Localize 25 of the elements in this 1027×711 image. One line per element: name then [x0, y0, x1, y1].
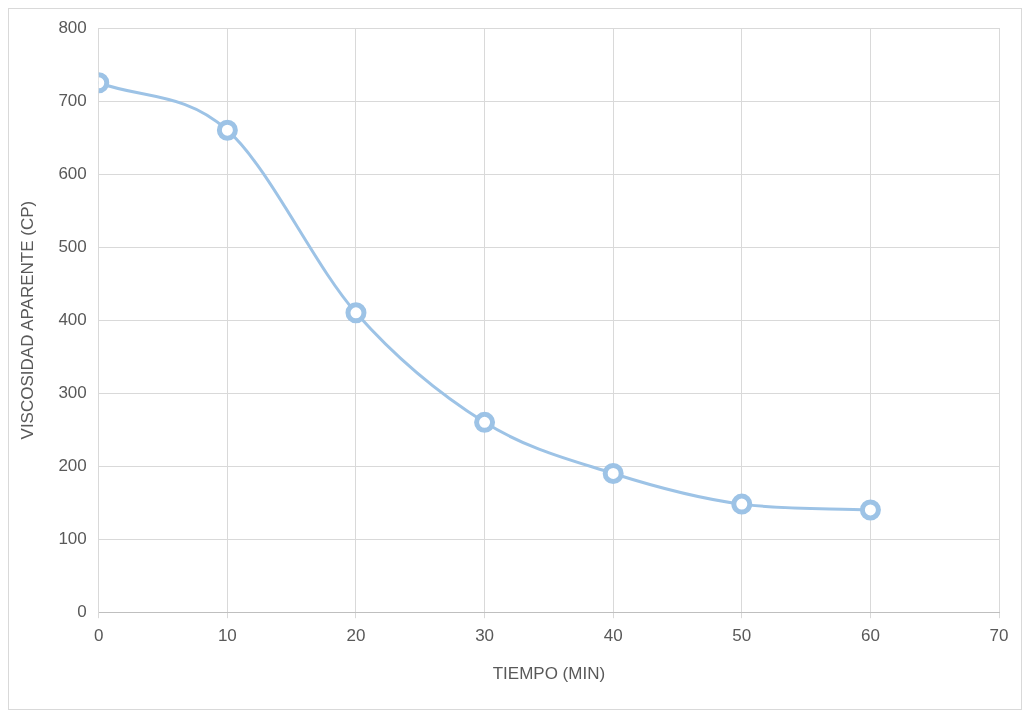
x-tick-label: 0 — [94, 626, 104, 646]
point — [345, 302, 367, 324]
point — [859, 499, 881, 521]
x-axis-title: TIEMPO (MIN) — [492, 664, 606, 684]
y-axis-title: VISCOSIDAD APARENTE (CP) — [17, 200, 37, 440]
y-tick-label: 600 — [58, 163, 87, 183]
x-tick-label: 30 — [475, 626, 495, 646]
point — [602, 462, 624, 484]
x-tick-label: 60 — [860, 626, 880, 646]
y-tick-label: 400 — [58, 309, 87, 329]
y-tick-label: 700 — [58, 90, 87, 110]
x-tick-label: 20 — [346, 626, 366, 646]
y-tick-label: 0 — [77, 601, 87, 621]
y-tick-label: 800 — [58, 17, 87, 37]
point — [216, 119, 238, 141]
x-tick-label: 50 — [732, 626, 752, 646]
point — [731, 493, 753, 515]
x-tick-label: 10 — [217, 626, 237, 646]
x-tick-label: 70 — [989, 626, 1009, 646]
y-tick-label: 500 — [58, 236, 87, 256]
y-tick-label: 300 — [58, 382, 87, 402]
x-tick-label: 40 — [603, 626, 623, 646]
y-tick-label: 100 — [58, 528, 87, 548]
point — [474, 411, 496, 433]
y-tick-label: 200 — [58, 455, 87, 475]
